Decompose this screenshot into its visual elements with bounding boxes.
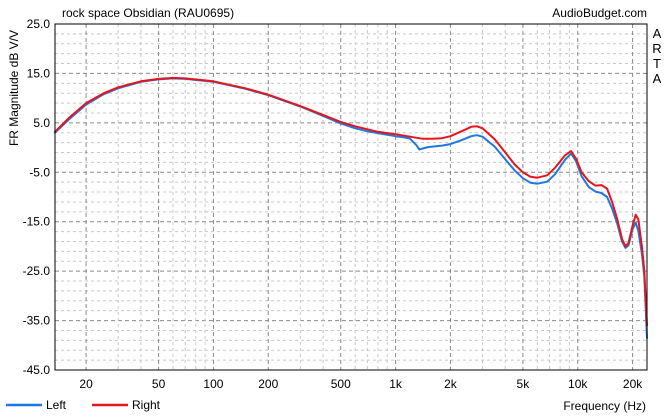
y-tick-label: -5.0 bbox=[29, 165, 50, 179]
legend-label-left: Left bbox=[46, 398, 67, 412]
x-tick-label: 500 bbox=[331, 377, 351, 391]
legend-label-right: Right bbox=[132, 398, 161, 412]
y-tick-label: -35.0 bbox=[23, 314, 51, 328]
y-tick-label: -45.0 bbox=[23, 363, 51, 377]
y-tick-label: 25.0 bbox=[27, 17, 51, 31]
x-tick-label: 200 bbox=[258, 377, 278, 391]
y-tick-labels: 25.0 15.0 5.0 -5.0 -15.0 -25.0 -35.0 -45.0 bbox=[23, 17, 51, 377]
chart-title: rock space Obsidian (RAU0695) bbox=[62, 6, 234, 20]
series-line-right bbox=[54, 76, 648, 327]
plot-area bbox=[55, 24, 647, 370]
x-tick-label: 5k bbox=[517, 377, 531, 391]
series-lines bbox=[54, 76, 648, 339]
x-tick-label: 20k bbox=[623, 377, 643, 391]
x-tick-label: 100 bbox=[203, 377, 223, 391]
y-axis-label: FR Magnitude dB V/V bbox=[7, 30, 21, 146]
x-tick-label: 20 bbox=[79, 377, 93, 391]
watermark-letter: A bbox=[653, 26, 662, 41]
watermark-letter: T bbox=[653, 56, 661, 71]
legend: Left Right bbox=[6, 398, 161, 412]
x-tick-label: 1k bbox=[389, 377, 403, 391]
y-tick-label: 5.0 bbox=[33, 116, 50, 130]
x-tick-label: 2k bbox=[444, 377, 458, 391]
x-tick-label: 10k bbox=[568, 377, 588, 391]
source-label: AudioBudget.com bbox=[552, 6, 647, 20]
y-tick-label: -15.0 bbox=[23, 215, 51, 229]
y-tick-label: 15.0 bbox=[27, 66, 51, 80]
watermark-letter: A bbox=[653, 71, 662, 86]
plot-frame bbox=[54, 23, 648, 371]
watermark-letter: R bbox=[652, 41, 661, 56]
grid-lines bbox=[55, 24, 647, 370]
y-tick-label: -25.0 bbox=[23, 264, 51, 278]
x-tick-label: 50 bbox=[152, 377, 166, 391]
x-tick-labels: 20 50 100 200 500 1k 2k 5k 10k 20k bbox=[79, 377, 643, 391]
x-axis-label: Frequency (Hz) bbox=[563, 399, 646, 413]
